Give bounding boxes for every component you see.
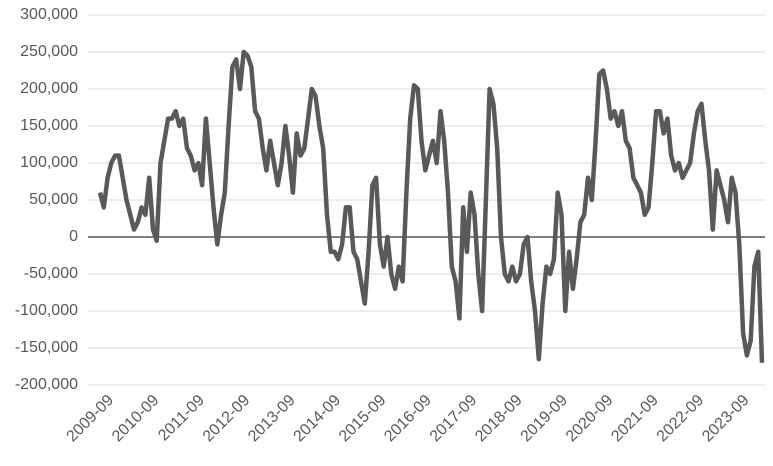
data-line bbox=[97, 49, 765, 363]
y-tick-label: -50,000 bbox=[24, 265, 78, 282]
x-tick-label: 2022-09 bbox=[654, 392, 708, 446]
y-tick-label: 300,000 bbox=[20, 6, 78, 23]
x-tick-label: 2011-09 bbox=[155, 392, 208, 445]
x-tick-label: 2023-09 bbox=[699, 392, 753, 446]
y-tick-label: -100,000 bbox=[15, 302, 78, 319]
y-tick-label: 0 bbox=[69, 228, 78, 245]
x-tick-label: 2012-09 bbox=[200, 392, 254, 446]
x-tick-label: 2015-09 bbox=[336, 392, 390, 446]
y-tick-label: 50,000 bbox=[29, 191, 78, 208]
x-tick-label: 2021-09 bbox=[608, 392, 662, 446]
y-tick-label: 100,000 bbox=[20, 154, 78, 171]
x-tick-label: 2020-09 bbox=[563, 392, 617, 446]
x-tick-label: 2016-09 bbox=[381, 392, 435, 446]
y-tick-label: 250,000 bbox=[20, 43, 78, 60]
y-tick-label: -200,000 bbox=[15, 376, 78, 393]
y-tick-label: 150,000 bbox=[20, 117, 78, 134]
x-tick-label: 2013-09 bbox=[245, 392, 299, 446]
x-tick-label: 2019-09 bbox=[518, 392, 572, 446]
x-tick-label: 2009-09 bbox=[64, 392, 118, 446]
y-tick-label: -150,000 bbox=[15, 339, 78, 356]
x-tick-label: 2018-09 bbox=[472, 392, 526, 446]
x-tick-label: 2014-09 bbox=[291, 392, 345, 446]
x-tick-label: 2017-09 bbox=[427, 392, 481, 446]
x-tick-label: 2010-09 bbox=[109, 392, 163, 446]
y-tick-label: 200,000 bbox=[20, 80, 78, 97]
